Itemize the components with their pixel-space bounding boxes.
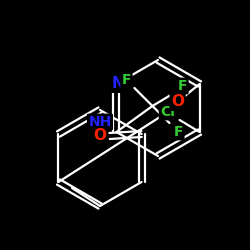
Text: O: O <box>93 128 106 144</box>
Text: N: N <box>112 76 125 92</box>
Text: Cl: Cl <box>160 105 175 119</box>
Text: F: F <box>122 73 131 87</box>
Text: O: O <box>171 94 184 110</box>
Text: NH: NH <box>88 115 112 129</box>
Text: F: F <box>178 79 187 93</box>
Text: F: F <box>174 125 183 139</box>
